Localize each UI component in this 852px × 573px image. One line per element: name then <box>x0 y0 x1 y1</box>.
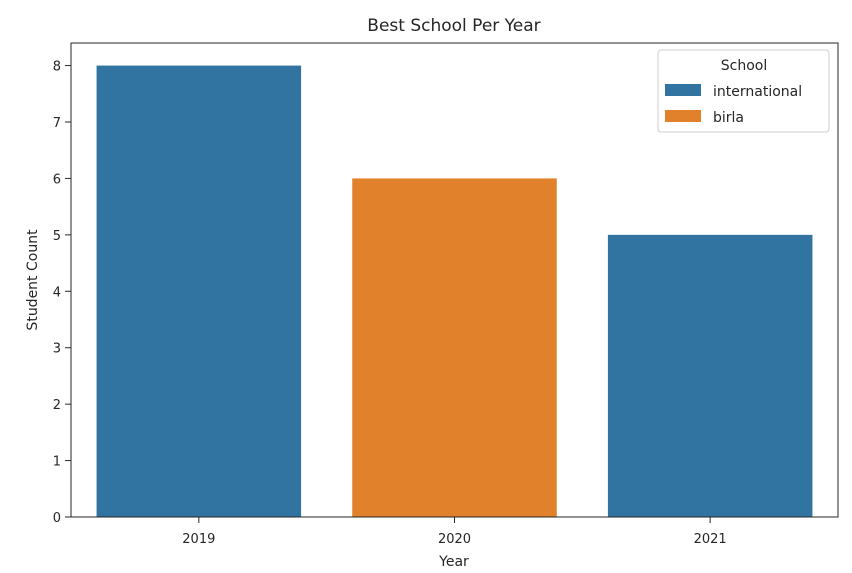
bar-2020 <box>352 178 557 517</box>
bar-2021 <box>607 234 813 517</box>
x-axis-ticks: 2019 2020 2021 <box>182 517 727 547</box>
y-tick-label: 5 <box>53 229 61 244</box>
x-tick-label: 2020 <box>438 532 471 547</box>
bar-2019 <box>96 65 302 518</box>
x-axis-title: Year <box>438 554 469 570</box>
y-tick-label: 3 <box>53 342 61 357</box>
y-axis-ticks: 0 1 2 3 4 5 6 7 8 <box>53 60 71 526</box>
legend-label-international: international <box>713 84 802 100</box>
legend-title: School <box>721 58 767 74</box>
y-tick-label: 2 <box>53 398 61 413</box>
y-axis-title: Student Count <box>25 229 41 331</box>
y-tick-label: 4 <box>53 285 61 300</box>
x-tick-label: 2021 <box>694 532 727 547</box>
legend-swatch-international <box>665 84 701 96</box>
y-tick-label: 7 <box>53 116 61 131</box>
chart-title: Best School Per Year <box>367 16 540 36</box>
y-tick-label: 6 <box>53 172 61 187</box>
legend: School international birla <box>657 49 830 133</box>
legend-swatch-birla <box>665 110 701 122</box>
legend-label-birla: birla <box>713 110 744 126</box>
y-tick-label: 8 <box>53 60 61 75</box>
plot-frame <box>70 42 839 518</box>
bars-group <box>96 65 813 518</box>
y-tick-label: 0 <box>53 511 61 526</box>
x-tick-label: 2019 <box>182 532 215 547</box>
y-tick-label: 1 <box>53 455 61 470</box>
